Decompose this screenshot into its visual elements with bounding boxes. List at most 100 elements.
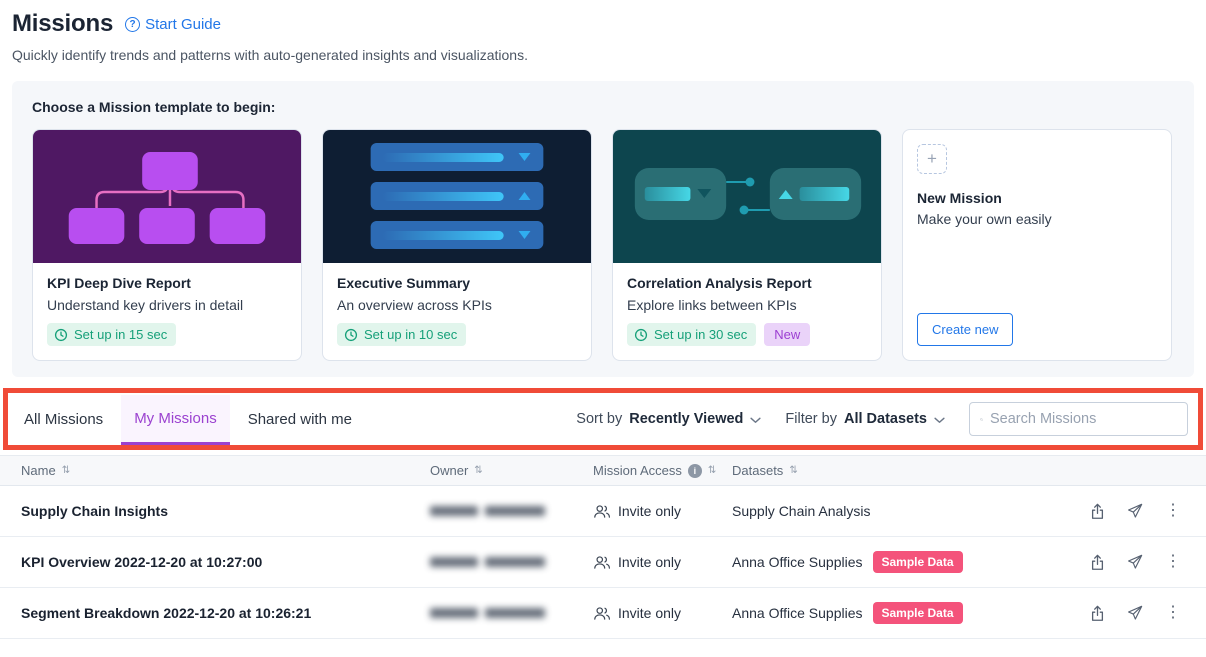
list-controls: Sort by Recently Viewed Filter by All Da… xyxy=(576,393,1188,445)
setup-time-label: Set up in 10 sec xyxy=(364,327,458,342)
mission-name[interactable]: Segment Breakdown 2022-12-20 at 10:26:21 xyxy=(21,605,312,621)
sample-data-badge: Sample Data xyxy=(872,551,963,573)
kebab-icon: ⋮ xyxy=(1165,604,1181,621)
tab-shared-with-me[interactable]: Shared with me xyxy=(247,410,352,428)
start-guide-label: Start Guide xyxy=(145,15,221,33)
column-header-datasets[interactable]: Datasets ⇅ xyxy=(732,463,1090,478)
filter-label: Filter by xyxy=(785,411,837,427)
export-button[interactable] xyxy=(1090,503,1105,520)
kpi-deep-dive-illustration xyxy=(33,130,301,263)
dataset-name: Anna Office Supplies xyxy=(732,554,863,570)
setup-time-badge: Set up in 15 sec xyxy=(47,323,177,346)
template-card-list: KPI Deep Dive Report Understand key driv… xyxy=(32,129,1174,361)
column-header-mission-access[interactable]: Mission Access i ⇅ xyxy=(593,463,732,478)
card-title: Correlation Analysis Report xyxy=(627,275,812,291)
row-actions: ⋮ xyxy=(1090,554,1206,571)
sort-icon[interactable]: ⇅ xyxy=(707,465,717,476)
filter-value: All Datasets xyxy=(843,411,927,427)
clock-icon xyxy=(54,328,68,341)
more-options-button[interactable]: ⋮ xyxy=(1165,503,1181,519)
dataset-name: Anna Office Supplies xyxy=(732,605,863,621)
template-card-executive-summary[interactable]: Executive Summary An overview across KPI… xyxy=(322,129,592,361)
send-button[interactable] xyxy=(1127,503,1143,519)
column-header-owner[interactable]: Owner ⇅ xyxy=(430,463,593,478)
export-icon xyxy=(1091,554,1104,570)
sort-icon[interactable]: ⇅ xyxy=(789,465,798,476)
export-button[interactable] xyxy=(1090,554,1105,571)
sample-data-badge: Sample Data xyxy=(872,602,963,624)
start-guide-link[interactable]: ? Start Guide xyxy=(125,16,221,33)
tab-my-missions[interactable]: My Missions xyxy=(121,395,230,445)
sort-dropdown[interactable]: Sort by Recently Viewed xyxy=(576,411,762,427)
mission-access-value: Invite only xyxy=(618,554,682,570)
send-button[interactable] xyxy=(1127,605,1143,621)
card-description: Explore links between KPIs xyxy=(627,297,797,313)
create-new-button[interactable]: Create new xyxy=(917,313,1014,346)
template-card-kpi-deep-dive[interactable]: KPI Deep Dive Report Understand key driv… xyxy=(32,129,302,361)
chevron-down-icon xyxy=(750,417,762,423)
column-label: Name xyxy=(21,463,56,478)
mission-access-value: Invite only xyxy=(618,605,682,621)
send-button[interactable] xyxy=(1127,554,1143,570)
sort-icon[interactable]: ⇅ xyxy=(61,465,71,476)
card-title: Executive Summary xyxy=(337,275,471,291)
template-card-correlation-analysis[interactable]: Correlation Analysis Report Explore link… xyxy=(612,129,882,361)
new-badge: New xyxy=(764,323,811,346)
table-row[interactable]: KPI Overview 2022-12-20 at 10:27:00 Invi… xyxy=(0,537,1206,588)
template-panel: Choose a Mission template to begin: KPI … xyxy=(12,81,1194,377)
missions-table-header: Name ⇅ Owner ⇅ Mission Access i ⇅ Datase… xyxy=(0,455,1206,486)
mission-name[interactable]: KPI Overview 2022-12-20 at 10:27:00 xyxy=(21,554,263,570)
more-options-button[interactable]: ⋮ xyxy=(1165,554,1181,570)
new-mission-card: + New Mission Make your own easily Creat… xyxy=(902,129,1172,361)
dataset-cell: Anna Office Supplies Sample Data xyxy=(732,551,1090,573)
export-icon xyxy=(1091,605,1104,621)
card-title: New Mission xyxy=(917,190,1002,206)
chevron-down-icon xyxy=(934,417,945,423)
mission-access-cell: Invite only xyxy=(593,605,732,621)
sort-label: Sort by xyxy=(576,411,623,427)
table-row[interactable]: Segment Breakdown 2022-12-20 at 10:26:21… xyxy=(0,588,1206,639)
setup-time-label: Set up in 15 sec xyxy=(74,327,168,342)
mission-access-cell: Invite only xyxy=(593,554,732,570)
card-description: An overview across KPIs xyxy=(337,297,492,313)
search-missions-input[interactable] xyxy=(990,411,1177,427)
table-row[interactable]: Supply Chain Insights Invite only Supply… xyxy=(0,486,1206,537)
mission-name[interactable]: Supply Chain Insights xyxy=(21,503,169,519)
more-options-button[interactable]: ⋮ xyxy=(1165,605,1181,621)
sort-icon[interactable]: ⇅ xyxy=(474,465,483,476)
card-title: KPI Deep Dive Report xyxy=(47,275,191,291)
people-icon xyxy=(594,555,610,569)
send-icon xyxy=(1128,605,1143,620)
plus-icon: + xyxy=(917,144,947,174)
card-description: Understand key drivers in detail xyxy=(47,297,244,313)
executive-summary-illustration xyxy=(323,130,591,263)
send-icon xyxy=(1128,503,1143,518)
clock-icon xyxy=(344,328,358,341)
info-icon[interactable]: i xyxy=(687,463,702,478)
tab-all-missions[interactable]: All Missions xyxy=(24,410,104,428)
missions-list-toolbar-annotated: All Missions My Missions Shared with me … xyxy=(3,388,1203,450)
send-icon xyxy=(1128,554,1143,569)
sort-value: Recently Viewed xyxy=(629,411,744,427)
search-missions-box xyxy=(969,402,1188,436)
owner-name-redacted xyxy=(430,557,593,567)
card-description: Make your own easily xyxy=(917,211,1052,227)
column-header-name[interactable]: Name ⇅ xyxy=(21,463,430,478)
template-panel-heading: Choose a Mission template to begin: xyxy=(32,99,276,115)
row-actions: ⋮ xyxy=(1090,605,1206,622)
mission-access-cell: Invite only xyxy=(593,503,732,519)
search-icon xyxy=(980,417,983,421)
page-subtitle: Quickly identify trends and patterns wit… xyxy=(12,47,528,63)
owner-name-redacted xyxy=(430,608,593,618)
setup-time-badge: Set up in 30 sec xyxy=(627,323,757,346)
column-label: Owner xyxy=(430,463,469,478)
missions-tabs: All Missions My Missions Shared with me xyxy=(22,393,354,445)
clock-icon xyxy=(634,328,648,341)
filter-dropdown[interactable]: Filter by All Datasets xyxy=(785,411,945,427)
export-button[interactable] xyxy=(1090,605,1105,622)
setup-time-badge: Set up in 10 sec xyxy=(337,323,467,346)
column-label: Datasets xyxy=(732,463,784,478)
column-label: Mission Access xyxy=(593,463,682,478)
page-header: Missions ? Start Guide Quickly identify … xyxy=(0,0,1206,63)
kebab-icon: ⋮ xyxy=(1165,553,1181,570)
